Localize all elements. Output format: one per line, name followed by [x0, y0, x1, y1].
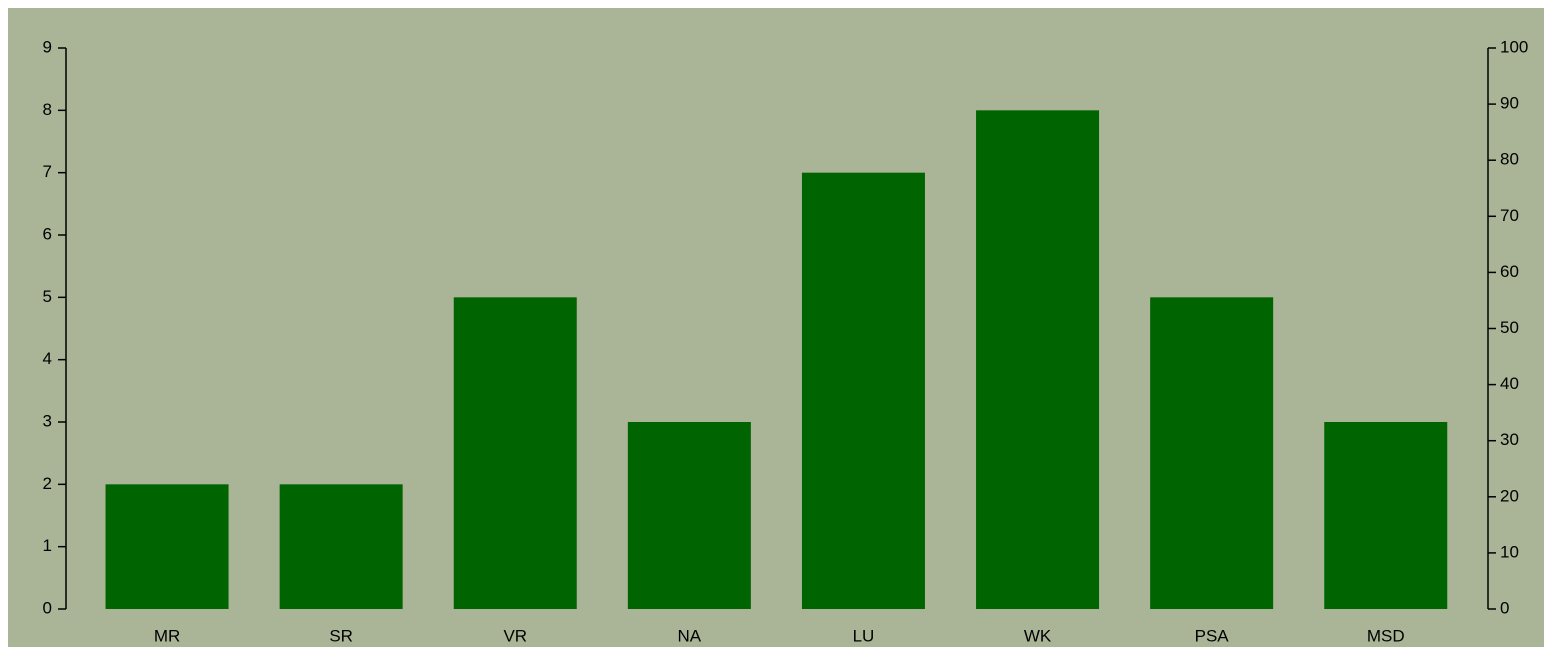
y-tick-label: 2	[43, 474, 52, 493]
y2-tick-label: 20	[1500, 486, 1519, 505]
y-tick-label: 7	[43, 162, 52, 181]
y-tick-label: 5	[43, 287, 52, 306]
y-tick-label: 3	[43, 411, 52, 430]
y-tick-label: 6	[43, 224, 52, 243]
y2-tick-label: 70	[1500, 206, 1519, 225]
bar	[279, 484, 403, 609]
bar	[105, 484, 229, 609]
x-tick-label: SR	[329, 626, 353, 645]
y2-tick-label: 80	[1500, 150, 1519, 169]
plot-background	[8, 8, 1544, 647]
bar	[1150, 297, 1274, 609]
y2-tick-label: 10	[1500, 542, 1519, 561]
y-tick-label: 9	[43, 37, 52, 56]
x-tick-label: PSA	[1195, 626, 1230, 645]
y2-tick-label: 100	[1500, 37, 1528, 56]
y-tick-label: 4	[43, 349, 52, 368]
x-tick-label: VR	[503, 626, 527, 645]
y-tick-label: 1	[43, 536, 52, 555]
x-tick-label: NA	[678, 626, 702, 645]
y2-tick-label: 90	[1500, 94, 1519, 113]
y-tick-label: 0	[43, 598, 52, 617]
y2-tick-label: 0	[1500, 598, 1509, 617]
bar	[801, 172, 925, 609]
x-tick-label: MSD	[1367, 626, 1405, 645]
bar	[453, 297, 577, 609]
bar	[627, 422, 751, 609]
y2-tick-label: 30	[1500, 430, 1519, 449]
y2-tick-label: 50	[1500, 318, 1519, 337]
x-tick-label: WK	[1024, 626, 1052, 645]
x-tick-label: LU	[853, 626, 875, 645]
y2-tick-label: 60	[1500, 262, 1519, 281]
y-tick-label: 8	[43, 100, 52, 119]
y2-tick-label: 40	[1500, 374, 1519, 393]
bar	[976, 110, 1100, 609]
x-tick-label: MR	[154, 626, 180, 645]
bar	[1324, 422, 1448, 609]
